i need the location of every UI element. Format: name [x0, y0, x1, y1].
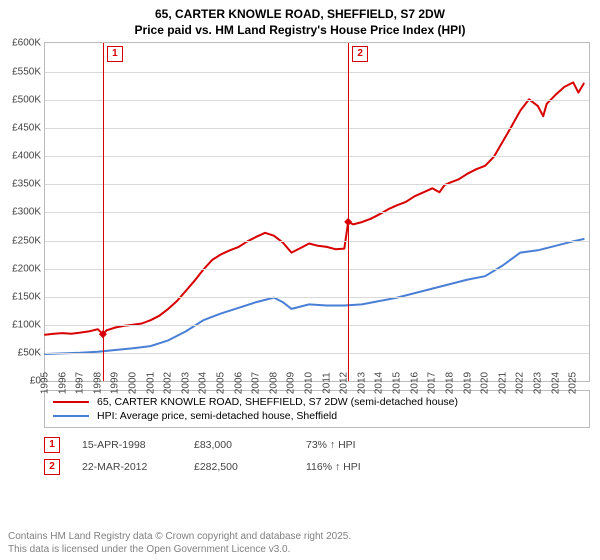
legend-swatch — [53, 415, 89, 417]
x-tick-label: 2021 — [497, 372, 508, 394]
event-price: £282,500 — [194, 461, 284, 473]
event-table: 1 15-APR-1998 £83,000 73% ↑ HPI 2 22-MAR… — [44, 434, 590, 478]
event-vline-label: 1 — [107, 46, 123, 62]
x-tick-label: 2010 — [304, 372, 315, 394]
x-tick-label: 2014 — [374, 372, 385, 394]
x-tick-label: 1997 — [75, 372, 86, 394]
event-marker: 2 — [44, 459, 60, 475]
x-tick-label: 2011 — [321, 373, 332, 395]
y-tick-label: £350K — [12, 179, 41, 190]
event-vline — [348, 43, 349, 381]
x-tick-label: 2023 — [532, 372, 543, 394]
title-line2: Price paid vs. HM Land Registry's House … — [0, 22, 600, 38]
footer: Contains HM Land Registry data © Crown c… — [8, 530, 351, 556]
legend-item: HPI: Average price, semi-detached house,… — [53, 409, 581, 423]
y-tick-label: £100K — [12, 320, 41, 331]
event-price: £83,000 — [194, 439, 284, 451]
x-tick-label: 2003 — [180, 372, 191, 394]
event-vline — [103, 43, 104, 381]
x-tick-label: 2008 — [268, 372, 279, 394]
legend: 65, CARTER KNOWLE ROAD, SHEFFIELD, S7 2D… — [44, 390, 590, 428]
x-tick-label: 2018 — [444, 372, 455, 394]
x-tick-label: 2017 — [427, 372, 438, 394]
x-tick-label: 2000 — [128, 372, 139, 394]
title-line1: 65, CARTER KNOWLE ROAD, SHEFFIELD, S7 2D… — [0, 6, 600, 22]
x-tick-label: 2004 — [198, 372, 209, 394]
x-tick-label: 1998 — [92, 372, 103, 394]
event-marker: 1 — [44, 437, 60, 453]
y-tick-label: £300K — [12, 207, 41, 218]
x-tick-label: 2019 — [462, 372, 473, 394]
x-tick-label: 2022 — [515, 372, 526, 394]
event-date: 15-APR-1998 — [82, 439, 172, 451]
chart-area: £0£50K£100K£150K£200K£250K£300K£350K£400… — [44, 42, 590, 382]
chart-container: 65, CARTER KNOWLE ROAD, SHEFFIELD, S7 2D… — [0, 0, 600, 560]
x-tick-label: 2007 — [251, 372, 262, 394]
legend-item: 65, CARTER KNOWLE ROAD, SHEFFIELD, S7 2D… — [53, 395, 581, 409]
x-tick-label: 2009 — [286, 372, 297, 394]
y-tick-label: £50K — [18, 348, 41, 359]
y-tick-label: £600K — [12, 38, 41, 49]
x-tick-label: 2013 — [356, 372, 367, 394]
legend-label: 65, CARTER KNOWLE ROAD, SHEFFIELD, S7 2D… — [97, 396, 458, 408]
legend-label: HPI: Average price, semi-detached house,… — [97, 410, 337, 422]
y-tick-label: £450K — [12, 122, 41, 133]
x-tick-label: 1995 — [40, 372, 51, 394]
x-tick-label: 2002 — [163, 372, 174, 394]
x-tick-label: 2020 — [480, 372, 491, 394]
event-row: 2 22-MAR-2012 £282,500 116% ↑ HPI — [44, 456, 590, 478]
event-hpi: 73% ↑ HPI — [306, 439, 396, 451]
event-vline-label: 2 — [352, 46, 368, 62]
x-tick-label: 2015 — [392, 372, 403, 394]
x-tick-label: 2016 — [409, 372, 420, 394]
x-tick-label: 2025 — [568, 372, 579, 394]
y-tick-label: £200K — [12, 263, 41, 274]
y-tick-label: £550K — [12, 66, 41, 77]
y-tick-label: £150K — [12, 291, 41, 302]
legend-swatch — [53, 401, 89, 403]
y-tick-label: £500K — [12, 94, 41, 105]
footer-line2: This data is licensed under the Open Gov… — [8, 543, 351, 556]
x-tick-label: 1999 — [110, 372, 121, 394]
y-tick-label: £250K — [12, 235, 41, 246]
event-row: 1 15-APR-1998 £83,000 73% ↑ HPI — [44, 434, 590, 456]
x-tick-label: 2001 — [145, 372, 156, 394]
x-tick-label: 2006 — [233, 372, 244, 394]
event-hpi: 116% ↑ HPI — [306, 461, 396, 473]
title-block: 65, CARTER KNOWLE ROAD, SHEFFIELD, S7 2D… — [0, 0, 600, 38]
x-tick-label: 2024 — [550, 372, 561, 394]
footer-line1: Contains HM Land Registry data © Crown c… — [8, 530, 351, 543]
x-tick-label: 2005 — [216, 372, 227, 394]
x-tick-label: 1996 — [57, 372, 68, 394]
y-tick-label: £400K — [12, 151, 41, 162]
event-date: 22-MAR-2012 — [82, 461, 172, 473]
